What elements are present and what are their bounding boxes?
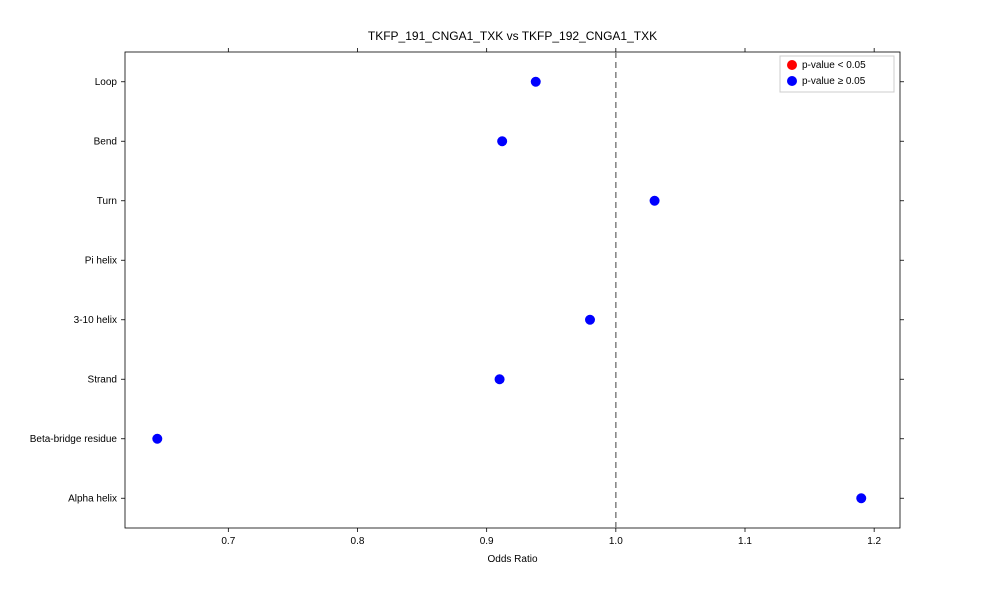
y-tick-label: Turn [97,196,117,207]
chart-title: TKFP_191_CNGA1_TXK vs TKFP_192_CNGA1_TXK [368,29,657,43]
data-point [152,434,162,444]
x-tick-label: 1.1 [738,536,752,547]
y-tick-label: Alpha helix [68,493,117,504]
x-tick-label: 1.2 [867,536,881,547]
data-point [531,77,541,87]
x-tick-label: 0.8 [351,536,365,547]
legend-label: p-value ≥ 0.05 [802,76,866,87]
legend-label: p-value < 0.05 [802,60,866,71]
y-tick-label: Beta-bridge residue [30,434,118,445]
data-point [856,493,866,503]
odds-ratio-chart: 0.7 0.8 0.9 1.0 1.1 1.2 Odds Ratio Alpha helix B… [0,0,1000,600]
y-tick-label: Loop [95,77,118,88]
data-point [585,315,595,325]
x-tick-label: 0.7 [221,536,235,547]
legend-marker [787,76,797,86]
x-tick-label: 0.9 [480,536,494,547]
y-tick-label: Pi helix [85,255,117,266]
data-point [495,374,505,384]
data-point [650,196,660,206]
data-point [497,136,507,146]
y-tick-label: 3-10 helix [74,315,117,326]
y-tick-label: Strand [88,374,117,385]
legend-marker [787,60,797,70]
x-tick-label: 1.0 [609,536,623,547]
x-axis-label: Odds Ratio [487,554,537,565]
y-tick-label: Bend [94,136,117,147]
